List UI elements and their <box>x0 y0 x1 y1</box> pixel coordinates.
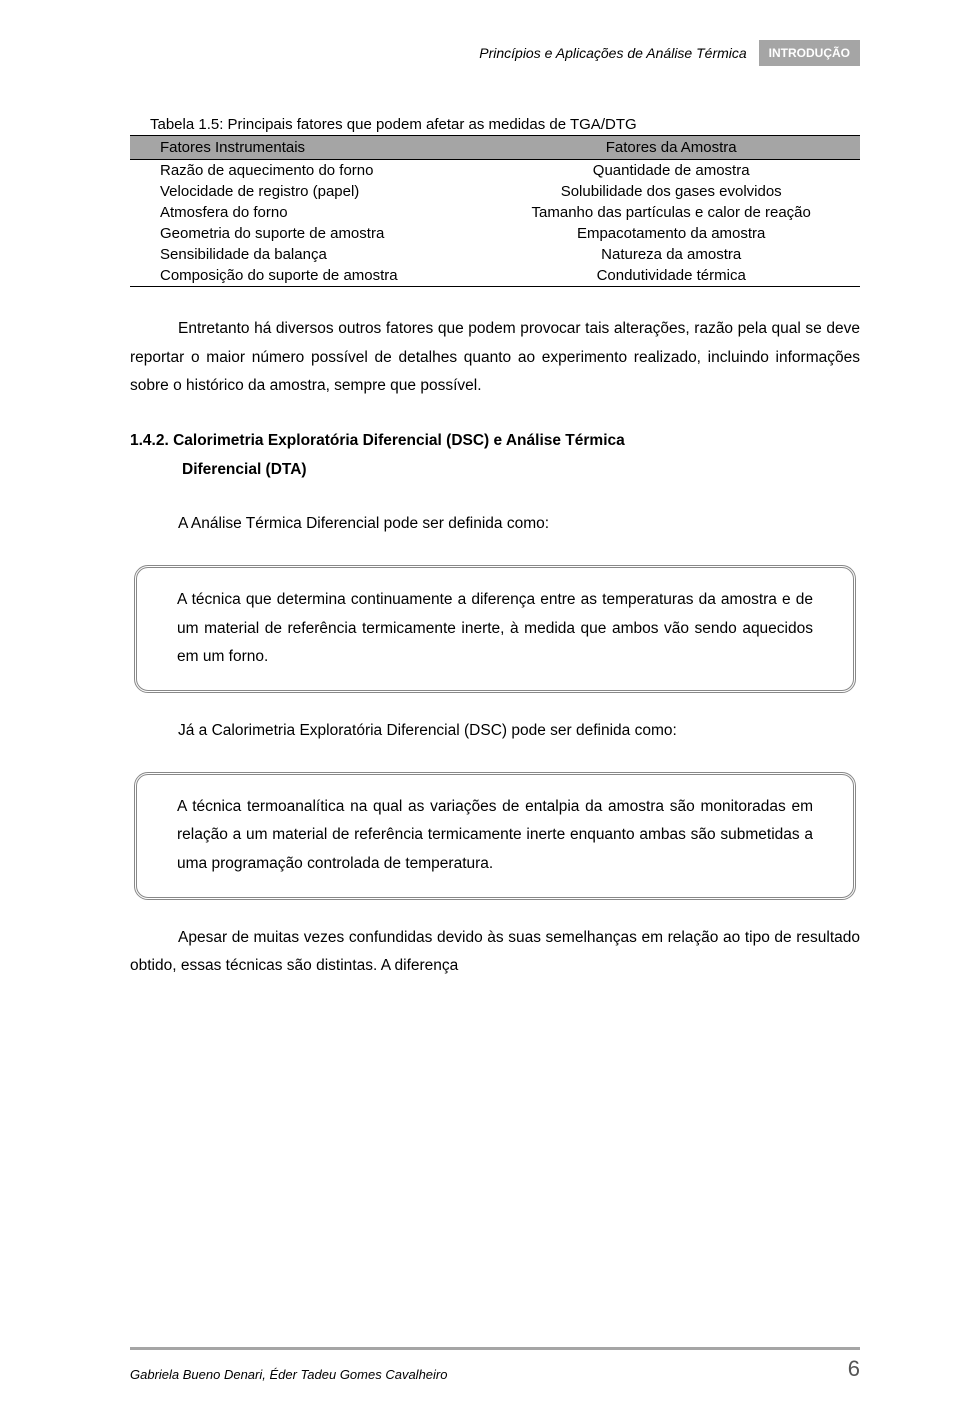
heading-line2: Diferencial (DTA) <box>130 456 860 485</box>
factors-table: Fatores Instrumentais Fatores da Amostra… <box>130 135 860 287</box>
table-cell: Atmosfera do forno <box>130 202 482 223</box>
table-cell: Tamanho das partículas e calor de reação <box>482 202 860 223</box>
table-cell: Velocidade de registro (papel) <box>130 181 482 202</box>
header-title: Princípios e Aplicações de Análise Térmi… <box>479 45 746 61</box>
page-footer: Gabriela Bueno Denari, Éder Tadeu Gomes … <box>130 1347 860 1382</box>
table-cell: Natureza da amostra <box>482 244 860 265</box>
table-cell: Geometria do suporte de amostra <box>130 223 482 244</box>
paragraph: A Análise Térmica Diferencial pode ser d… <box>130 510 860 539</box>
paragraph: Já a Calorimetria Exploratória Diferenci… <box>130 717 860 746</box>
paragraph: Apesar de muitas vezes confundidas devid… <box>130 924 860 981</box>
table-row: Atmosfera do fornoTamanho das partículas… <box>130 202 860 223</box>
table-cell: Quantidade de amostra <box>482 160 860 182</box>
heading-line1: 1.4.2. Calorimetria Exploratória Diferen… <box>130 432 625 449</box>
definition-callout: A técnica que determina continuamente a … <box>134 565 856 693</box>
table-cell: Solubilidade dos gases evolvidos <box>482 181 860 202</box>
table-header-cell: Fatores Instrumentais <box>130 136 482 160</box>
table-row: Sensibilidade da balançaNatureza da amos… <box>130 244 860 265</box>
section-heading: 1.4.2. Calorimetria Exploratória Diferen… <box>130 427 860 484</box>
table-row: Razão de aquecimento do fornoQuantidade … <box>130 160 860 182</box>
definition-callout: A técnica termoanalítica na qual as vari… <box>134 772 856 900</box>
table-row: Composição do suporte de amostraCondutiv… <box>130 265 860 287</box>
table-row: Geometria do suporte de amostraEmpacotam… <box>130 223 860 244</box>
table-cell: Condutividade térmica <box>482 265 860 287</box>
table-cell: Composição do suporte de amostra <box>130 265 482 287</box>
table-cell: Razão de aquecimento do forno <box>130 160 482 182</box>
table-header-cell: Fatores da Amostra <box>482 136 860 160</box>
header-tag: INTRODUÇÃO <box>759 40 860 66</box>
footer-authors: Gabriela Bueno Denari, Éder Tadeu Gomes … <box>130 1367 447 1382</box>
paragraph: Entretanto há diversos outros fatores qu… <box>130 315 860 401</box>
table-cell: Sensibilidade da balança <box>130 244 482 265</box>
table-cell: Empacotamento da amostra <box>482 223 860 244</box>
table-row: Velocidade de registro (papel)Solubilida… <box>130 181 860 202</box>
table-header-row: Fatores Instrumentais Fatores da Amostra <box>130 136 860 160</box>
table-caption: Tabela 1.5: Principais fatores que podem… <box>130 116 860 133</box>
page-header: Princípios e Aplicações de Análise Térmi… <box>130 40 860 66</box>
page-number: 6 <box>848 1356 860 1382</box>
